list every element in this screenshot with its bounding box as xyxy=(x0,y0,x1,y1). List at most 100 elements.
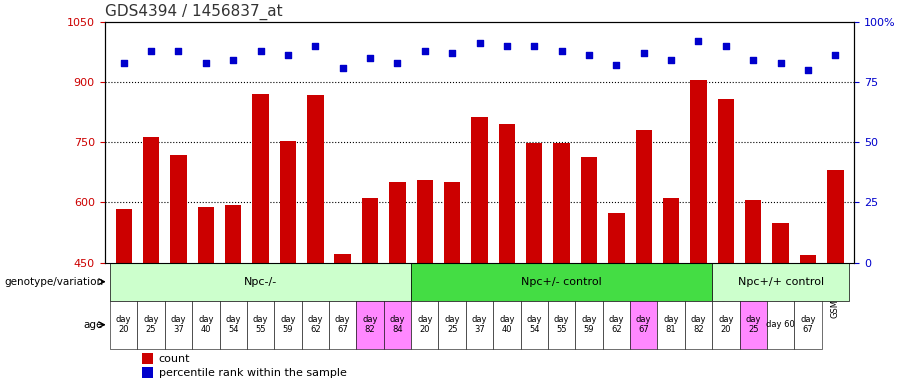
Bar xyxy=(554,142,570,384)
Point xyxy=(171,48,185,54)
FancyBboxPatch shape xyxy=(795,301,822,349)
Bar xyxy=(307,95,323,384)
Text: day
62: day 62 xyxy=(608,315,624,334)
Text: genotype/variation: genotype/variation xyxy=(4,277,104,287)
Text: day
20: day 20 xyxy=(116,315,131,334)
Bar xyxy=(170,155,186,384)
Text: day
81: day 81 xyxy=(663,315,679,334)
Text: age: age xyxy=(84,320,104,330)
FancyBboxPatch shape xyxy=(493,301,520,349)
Bar xyxy=(142,367,153,378)
Point xyxy=(281,52,295,58)
Text: GDS4394 / 1456837_at: GDS4394 / 1456837_at xyxy=(104,4,283,20)
FancyBboxPatch shape xyxy=(767,301,795,349)
Bar xyxy=(745,200,761,384)
Point xyxy=(254,48,268,54)
Point xyxy=(418,48,432,54)
Point xyxy=(773,60,788,66)
Bar xyxy=(717,99,734,384)
FancyBboxPatch shape xyxy=(712,263,849,301)
Point xyxy=(828,52,842,58)
Bar xyxy=(444,182,461,384)
FancyBboxPatch shape xyxy=(329,301,356,349)
Text: day
82: day 82 xyxy=(690,315,707,334)
Bar xyxy=(389,182,406,384)
Point xyxy=(581,52,596,58)
FancyBboxPatch shape xyxy=(630,301,657,349)
Bar xyxy=(608,214,625,384)
Point xyxy=(527,43,542,49)
Bar xyxy=(526,143,543,384)
FancyBboxPatch shape xyxy=(548,301,575,349)
FancyBboxPatch shape xyxy=(520,301,548,349)
FancyBboxPatch shape xyxy=(247,301,274,349)
Point xyxy=(554,48,569,54)
Text: day
59: day 59 xyxy=(581,315,597,334)
Bar xyxy=(225,205,241,384)
Text: day
20: day 20 xyxy=(718,315,734,334)
Point xyxy=(336,65,350,71)
Bar xyxy=(115,209,132,384)
FancyBboxPatch shape xyxy=(110,263,411,301)
FancyBboxPatch shape xyxy=(712,301,740,349)
Text: day
82: day 82 xyxy=(363,315,378,334)
FancyBboxPatch shape xyxy=(575,301,603,349)
Point xyxy=(199,60,213,66)
FancyBboxPatch shape xyxy=(411,263,712,301)
Text: day
25: day 25 xyxy=(745,315,761,334)
Text: day
62: day 62 xyxy=(308,315,323,334)
Text: day
25: day 25 xyxy=(143,315,158,334)
Bar xyxy=(663,198,680,384)
FancyBboxPatch shape xyxy=(740,301,767,349)
Text: day
20: day 20 xyxy=(417,315,433,334)
Text: percentile rank within the sample: percentile rank within the sample xyxy=(158,368,346,378)
FancyBboxPatch shape xyxy=(685,301,712,349)
Bar xyxy=(143,137,159,384)
Bar xyxy=(280,141,296,384)
FancyBboxPatch shape xyxy=(411,301,438,349)
Point xyxy=(308,43,322,49)
Point xyxy=(746,57,760,63)
Text: Npc-/-: Npc-/- xyxy=(244,277,277,287)
Bar xyxy=(362,199,378,384)
Text: day
54: day 54 xyxy=(526,315,542,334)
Bar xyxy=(417,180,433,384)
Bar xyxy=(800,255,816,384)
Bar xyxy=(772,223,788,384)
Text: Npc+/+ control: Npc+/+ control xyxy=(737,277,824,287)
Point xyxy=(226,57,240,63)
Point xyxy=(500,43,514,49)
Point xyxy=(445,50,459,56)
Point xyxy=(116,60,130,66)
Text: Npc+/- control: Npc+/- control xyxy=(521,277,602,287)
FancyBboxPatch shape xyxy=(383,301,411,349)
Text: day
40: day 40 xyxy=(500,315,515,334)
Text: day
67: day 67 xyxy=(335,315,350,334)
Text: day
37: day 37 xyxy=(171,315,186,334)
FancyBboxPatch shape xyxy=(438,301,466,349)
Text: day
84: day 84 xyxy=(390,315,405,334)
FancyBboxPatch shape xyxy=(165,301,192,349)
FancyBboxPatch shape xyxy=(192,301,220,349)
Text: day
67: day 67 xyxy=(800,315,815,334)
Point xyxy=(609,62,624,68)
Point xyxy=(801,67,815,73)
FancyBboxPatch shape xyxy=(220,301,247,349)
Bar xyxy=(142,354,153,364)
Bar xyxy=(827,170,843,384)
Bar xyxy=(635,130,652,384)
Text: day
55: day 55 xyxy=(554,315,570,334)
Bar xyxy=(252,94,269,384)
Text: day
55: day 55 xyxy=(253,315,268,334)
FancyBboxPatch shape xyxy=(302,301,329,349)
Point xyxy=(363,55,377,61)
Point xyxy=(636,50,651,56)
Point xyxy=(691,38,706,44)
Text: day
67: day 67 xyxy=(636,315,652,334)
Text: day
54: day 54 xyxy=(226,315,241,334)
Text: day 60: day 60 xyxy=(766,320,795,329)
Text: day
59: day 59 xyxy=(280,315,296,334)
Point xyxy=(391,60,405,66)
Text: day
37: day 37 xyxy=(472,315,487,334)
FancyBboxPatch shape xyxy=(657,301,685,349)
